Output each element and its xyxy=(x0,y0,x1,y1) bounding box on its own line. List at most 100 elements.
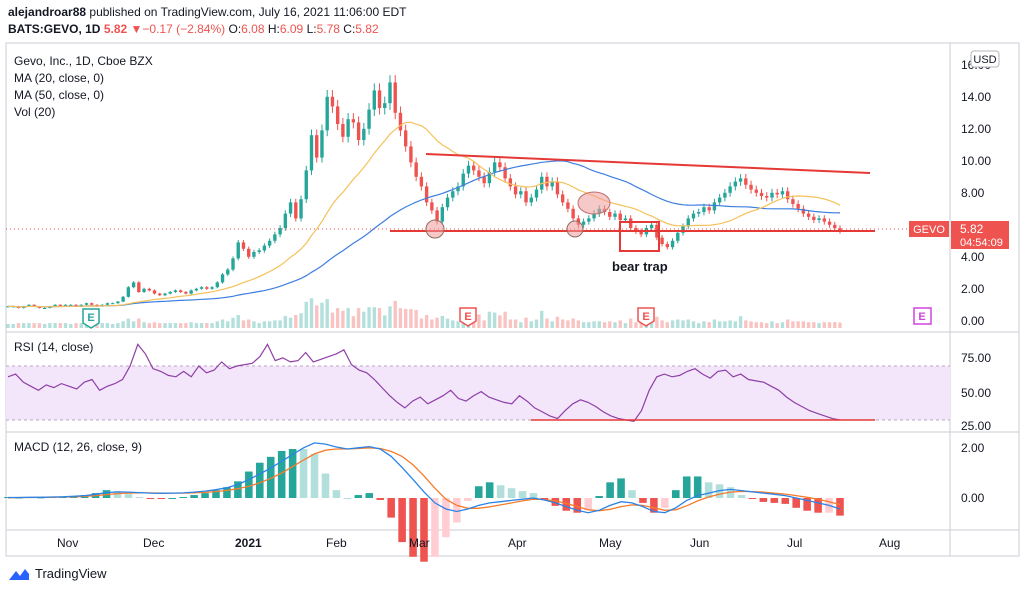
macd-hist-bar xyxy=(562,498,571,511)
candle-body xyxy=(466,165,471,174)
currency-button[interactable]: USD xyxy=(970,50,1000,68)
publisher-line: alejandroar88 published on TradingView.c… xyxy=(8,5,406,19)
volume-bar xyxy=(665,322,670,328)
candle-body xyxy=(759,192,764,196)
volume-bar xyxy=(639,322,643,328)
candle-body xyxy=(220,274,225,283)
candle-body xyxy=(744,178,748,185)
candle-body xyxy=(236,242,240,259)
candle-body xyxy=(801,208,806,214)
earnings-badge[interactable]: E xyxy=(82,308,100,329)
volume-bar xyxy=(780,322,785,328)
volume-bar xyxy=(550,321,554,328)
price-tag-price: 5.82 xyxy=(960,222,984,236)
macd-hist-bar xyxy=(551,498,560,506)
volume-bar xyxy=(220,319,225,328)
volume-bar xyxy=(451,320,455,328)
volume-bar xyxy=(309,298,314,328)
volume-bar xyxy=(785,319,790,328)
macd-hist-bar xyxy=(266,456,275,498)
volume-bar xyxy=(456,321,460,328)
candle-body xyxy=(267,240,272,246)
price-tag-countdown: 04:54:09 xyxy=(960,237,1003,249)
candle-body xyxy=(262,245,267,251)
low-value: 5.78 xyxy=(316,22,340,36)
support-touch-circle[interactable] xyxy=(566,220,584,238)
candle-body xyxy=(498,162,502,168)
volume-bar xyxy=(32,323,36,328)
candle-body xyxy=(346,119,350,137)
rsi-legend[interactable]: RSI (14, close) xyxy=(14,340,93,354)
candle-body xyxy=(362,128,366,140)
candle-body xyxy=(592,213,596,219)
chart-frame xyxy=(5,42,1020,557)
earnings-badge-upcoming[interactable]: E xyxy=(913,307,932,325)
volume-bar xyxy=(697,323,701,328)
bear-trap-box[interactable] xyxy=(619,221,660,252)
candle-body xyxy=(147,288,151,291)
candle-body xyxy=(723,192,727,198)
macd-legend[interactable]: MACD (12, 26, close, 9) xyxy=(14,440,142,454)
highlight-ellipse[interactable] xyxy=(577,191,611,215)
earnings-letter: E xyxy=(464,311,471,323)
candle-body xyxy=(142,288,146,292)
volume-bar xyxy=(63,323,68,328)
volume-bar xyxy=(728,320,732,328)
candle-body xyxy=(477,170,481,177)
candle-body xyxy=(299,199,303,219)
volume-bar xyxy=(79,323,83,328)
volume-bar xyxy=(341,310,345,328)
volume-bar xyxy=(42,324,47,328)
ma50-legend[interactable]: MA (50, close, 0) xyxy=(14,88,104,102)
macd-hist-bar xyxy=(737,495,746,498)
candle-body xyxy=(69,304,73,306)
macd-hist-bar xyxy=(179,497,187,499)
macd-hist-bar xyxy=(321,473,330,498)
rsi-axis: 75.00 50.00 25.00 xyxy=(961,351,991,433)
macd-hist-bar xyxy=(376,498,384,500)
resistance-trendline[interactable] xyxy=(425,153,871,174)
candle-body xyxy=(356,122,361,140)
candle-body xyxy=(231,258,235,270)
volume-bar xyxy=(555,316,560,328)
macd-hist-bar xyxy=(354,495,363,498)
ma20-legend[interactable]: MA (20, close, 0) xyxy=(14,71,104,85)
volume-bar xyxy=(257,323,261,328)
volume-bar xyxy=(534,319,539,328)
volume-legend[interactable]: Vol (20) xyxy=(14,105,55,119)
candle-body xyxy=(84,303,89,305)
candle-body xyxy=(74,304,78,307)
earnings-badge[interactable]: E xyxy=(637,307,655,327)
price-tick: 4.00 xyxy=(961,250,985,264)
candle-body xyxy=(524,191,528,203)
volume-bar xyxy=(560,319,565,328)
tradingview-logo[interactable]: TradingView xyxy=(8,566,107,581)
candle-body xyxy=(137,282,141,292)
earnings-badge[interactable]: E xyxy=(459,307,477,327)
volume-bar xyxy=(618,320,622,328)
support-touch-circle[interactable] xyxy=(425,219,445,239)
candle-body xyxy=(53,304,57,307)
volume-bar xyxy=(445,318,450,328)
bear-trap-label: bear trap xyxy=(612,259,668,274)
candle-body xyxy=(765,196,769,198)
candle-body xyxy=(639,231,643,235)
volume-bar xyxy=(749,321,753,328)
volume-bar xyxy=(372,307,376,328)
candle-body xyxy=(833,224,837,229)
macd-hist-bar xyxy=(474,486,483,498)
macd-hist-bar xyxy=(135,497,144,499)
candle-body xyxy=(550,181,554,187)
macd-hist-bar xyxy=(288,449,297,498)
volume-bar xyxy=(383,315,387,328)
macd-hist-bar xyxy=(157,498,166,499)
open-value: 6.08 xyxy=(241,22,265,36)
publisher-name[interactable]: alejandroar88 xyxy=(8,5,87,19)
candle-body xyxy=(116,301,120,304)
macd-hist-bar xyxy=(124,494,133,498)
candle-body xyxy=(226,269,230,275)
macd-hist-bar xyxy=(365,493,374,498)
volume-bar xyxy=(801,321,806,328)
candle-body xyxy=(717,197,722,203)
